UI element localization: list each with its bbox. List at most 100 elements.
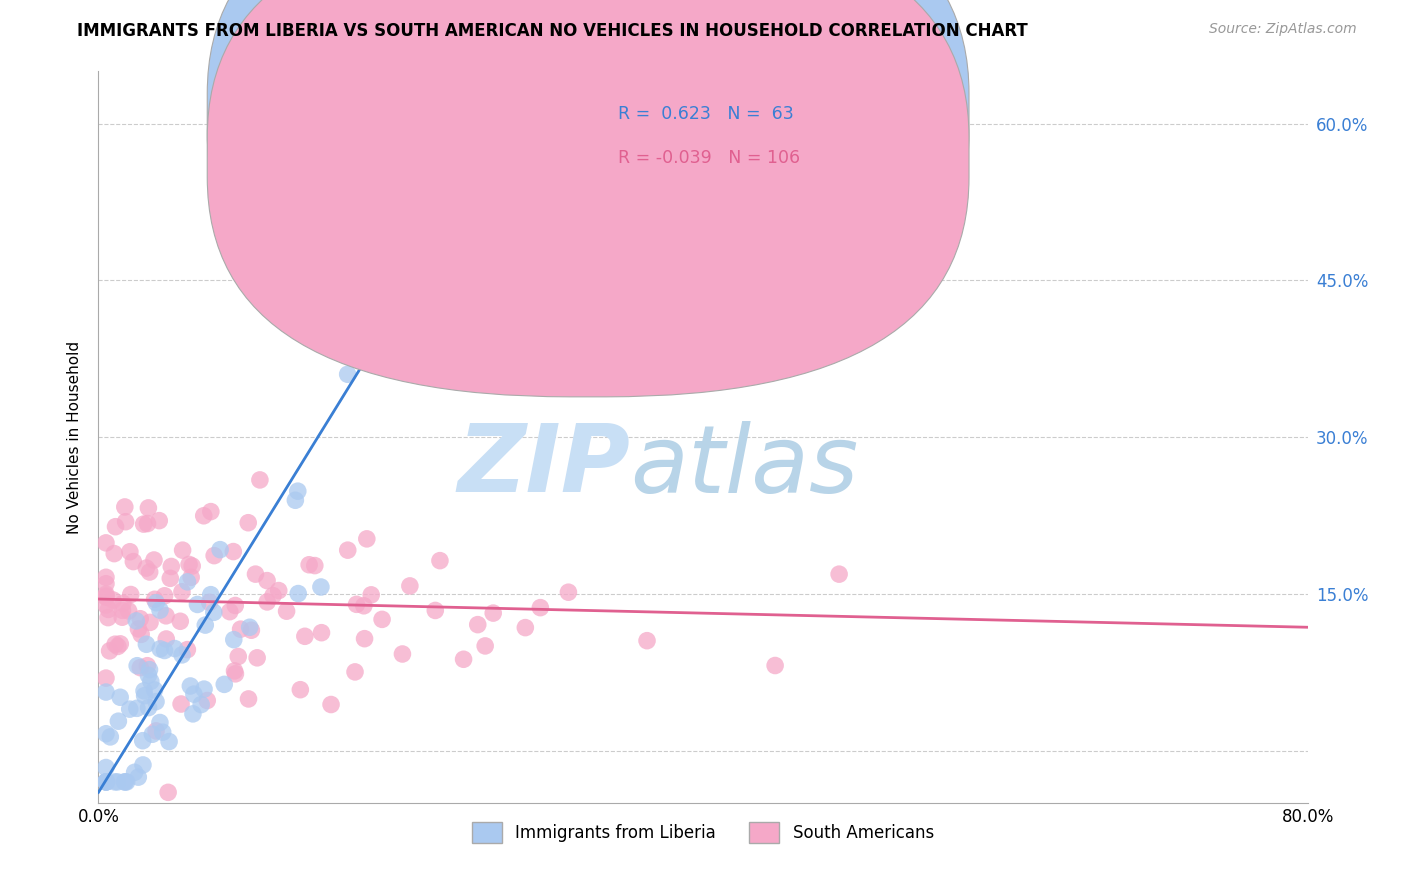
Point <box>229 622 252 636</box>
Point <box>193 508 215 523</box>
Point <box>138 700 160 714</box>
Point <box>155 632 177 646</box>
Point <box>179 679 201 693</box>
Point <box>222 632 245 647</box>
Point <box>135 561 157 575</box>
Point <box>114 775 136 789</box>
Point <box>118 702 141 716</box>
Point <box>132 683 155 698</box>
Point <box>304 558 326 573</box>
Point <box>176 574 198 589</box>
Point <box>169 614 191 628</box>
Point <box>336 543 359 558</box>
Point <box>256 595 278 609</box>
Point <box>224 599 246 613</box>
Point <box>149 715 172 730</box>
Point <box>276 604 298 618</box>
Point <box>125 701 148 715</box>
Point <box>145 723 167 738</box>
Point <box>226 649 249 664</box>
FancyBboxPatch shape <box>207 0 969 353</box>
Point <box>311 625 333 640</box>
Point <box>170 648 193 662</box>
Point <box>110 637 132 651</box>
Point <box>267 583 290 598</box>
Point <box>94 775 117 789</box>
Point <box>138 565 160 579</box>
Point <box>515 621 537 635</box>
Point <box>115 775 138 789</box>
Point <box>399 579 422 593</box>
Point <box>474 639 496 653</box>
Point <box>104 775 127 789</box>
Point <box>636 633 658 648</box>
Point <box>346 338 368 352</box>
Point <box>238 516 260 530</box>
Point <box>120 587 142 601</box>
Point <box>111 610 134 624</box>
Point <box>132 517 155 532</box>
Point <box>209 542 232 557</box>
Point <box>371 612 394 626</box>
Point <box>127 770 149 784</box>
Point <box>181 706 204 721</box>
Point <box>222 544 245 558</box>
Text: R =  0.623   N =  63: R = 0.623 N = 63 <box>619 104 794 123</box>
Point <box>186 598 208 612</box>
Point <box>170 584 193 599</box>
Point <box>336 368 359 382</box>
Point <box>97 602 120 616</box>
Point <box>294 629 316 643</box>
Point <box>143 553 166 567</box>
Point <box>94 570 117 584</box>
Point <box>112 775 135 789</box>
Point <box>139 674 162 689</box>
Point <box>194 618 217 632</box>
Point <box>94 590 117 604</box>
Point <box>200 588 222 602</box>
Point <box>190 698 212 712</box>
Point <box>298 558 321 572</box>
Point <box>240 624 263 638</box>
Point <box>94 727 117 741</box>
Point <box>224 664 246 678</box>
Point <box>467 617 489 632</box>
Point <box>249 473 271 487</box>
Point <box>287 484 309 499</box>
Point <box>107 714 129 729</box>
Point <box>284 493 307 508</box>
Point <box>131 733 153 747</box>
Point <box>143 592 166 607</box>
Point <box>118 604 141 618</box>
Point <box>353 632 375 646</box>
Point <box>828 567 851 582</box>
Point <box>129 627 152 641</box>
Point <box>202 549 225 563</box>
Point <box>224 666 246 681</box>
Point <box>453 652 475 666</box>
Point <box>344 665 367 679</box>
Point <box>94 760 117 774</box>
Point <box>262 589 284 603</box>
Point <box>170 697 193 711</box>
Point <box>94 598 117 612</box>
Point <box>195 693 218 707</box>
FancyBboxPatch shape <box>546 86 860 195</box>
Point <box>157 785 180 799</box>
Point <box>132 758 155 772</box>
Point <box>134 689 156 703</box>
Point <box>118 545 141 559</box>
Point <box>138 668 160 682</box>
Point <box>152 725 174 739</box>
Point <box>94 587 117 601</box>
Point <box>97 610 120 624</box>
Point <box>107 775 129 789</box>
FancyBboxPatch shape <box>207 0 969 397</box>
Point <box>138 663 160 677</box>
Point <box>143 682 166 697</box>
Point <box>181 559 204 574</box>
Point <box>245 567 267 582</box>
Point <box>108 690 131 705</box>
Point <box>94 589 117 603</box>
Point <box>180 570 202 584</box>
